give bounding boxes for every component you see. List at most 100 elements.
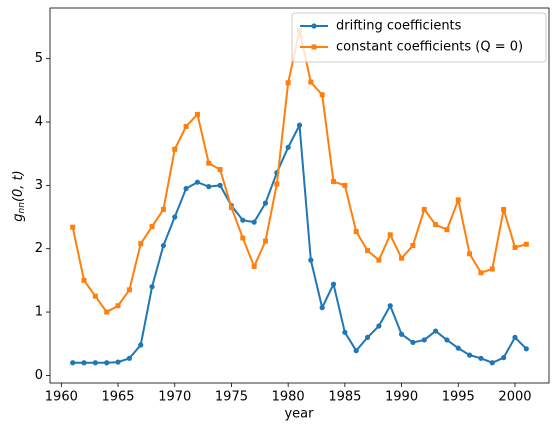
x-tick-label: 1985 [328,390,361,405]
marker [92,360,98,366]
marker [455,345,461,351]
marker [421,337,427,343]
marker [399,255,405,261]
marker [206,184,212,190]
marker [489,266,495,272]
x-tick-label: 1970 [158,390,191,405]
marker [81,277,87,283]
y-tick-label: 4 [35,115,43,130]
marker [285,144,291,150]
marker [489,360,495,366]
marker [365,248,371,254]
marker [285,80,291,86]
marker [183,123,189,129]
marker [421,206,427,212]
marker [228,205,234,211]
marker [160,242,167,249]
x-tick-label: 1965 [101,390,134,405]
marker [81,360,87,366]
y-tick-label: 3 [35,178,43,193]
marker [319,92,325,98]
y-tick-label: 5 [35,51,43,66]
marker [92,293,98,299]
marker [172,146,178,152]
marker [501,355,507,361]
marker [523,346,529,352]
y-tick-label: 2 [35,241,43,256]
marker [194,179,201,185]
marker [330,281,337,287]
marker [376,323,382,329]
marker [342,329,348,335]
marker [240,217,246,223]
legend-box [291,12,547,63]
y-tick-label: 0 [35,368,43,383]
legend-label: drifting coefficients [336,19,462,34]
marker [251,263,257,269]
marker [512,334,518,340]
x-tick-label: 2000 [498,390,531,405]
marker [104,360,110,366]
marker [115,359,121,365]
x-tick-label: 1980 [272,390,305,405]
marker [262,200,269,206]
marker [319,305,325,311]
marker [251,219,257,225]
marker [217,182,223,188]
marker [478,355,484,361]
marker [455,197,461,203]
marker [274,181,280,187]
marker [410,339,416,346]
marker [364,334,371,340]
marker [512,244,518,250]
marker [342,182,348,188]
marker [501,206,507,212]
marker [206,160,212,166]
marker [376,257,382,263]
marker [70,224,76,230]
marker [444,227,450,233]
marker [126,287,132,293]
marker [183,185,189,192]
marker [444,337,450,343]
marker [353,348,359,354]
marker [432,328,439,334]
y-label-subscript: nn [17,202,27,214]
marker [138,342,144,348]
x-tick-label: 1975 [215,390,248,405]
marker [387,303,393,309]
marker [478,270,484,276]
x-tick-label: 1995 [442,390,475,405]
legend-label: constant coefficients (Q = 0) [336,40,523,55]
x-tick-label: 1960 [45,390,78,405]
marker [467,251,473,257]
marker [262,238,268,244]
y-tick-label: 1 [35,305,43,320]
marker [523,241,529,247]
marker [433,222,439,228]
marker [311,23,317,29]
y-axis-label: gnn(0, t) [11,170,27,221]
marker [149,224,155,230]
marker [398,331,405,337]
marker [70,360,76,366]
marker [410,243,416,249]
marker [353,229,359,235]
marker [217,167,223,173]
marker [115,303,121,309]
x-tick-label: 1990 [385,390,418,405]
plot-frame [49,7,550,384]
marker [194,111,200,117]
marker [308,79,314,85]
marker [172,214,178,220]
marker [387,232,393,238]
marker [296,122,303,128]
marker [104,309,110,315]
marker [126,355,132,361]
marker [311,44,317,50]
series-line [71,30,527,314]
y-label-symbol: g [11,213,26,221]
x-axis-label: year [284,407,314,422]
marker [331,179,337,185]
